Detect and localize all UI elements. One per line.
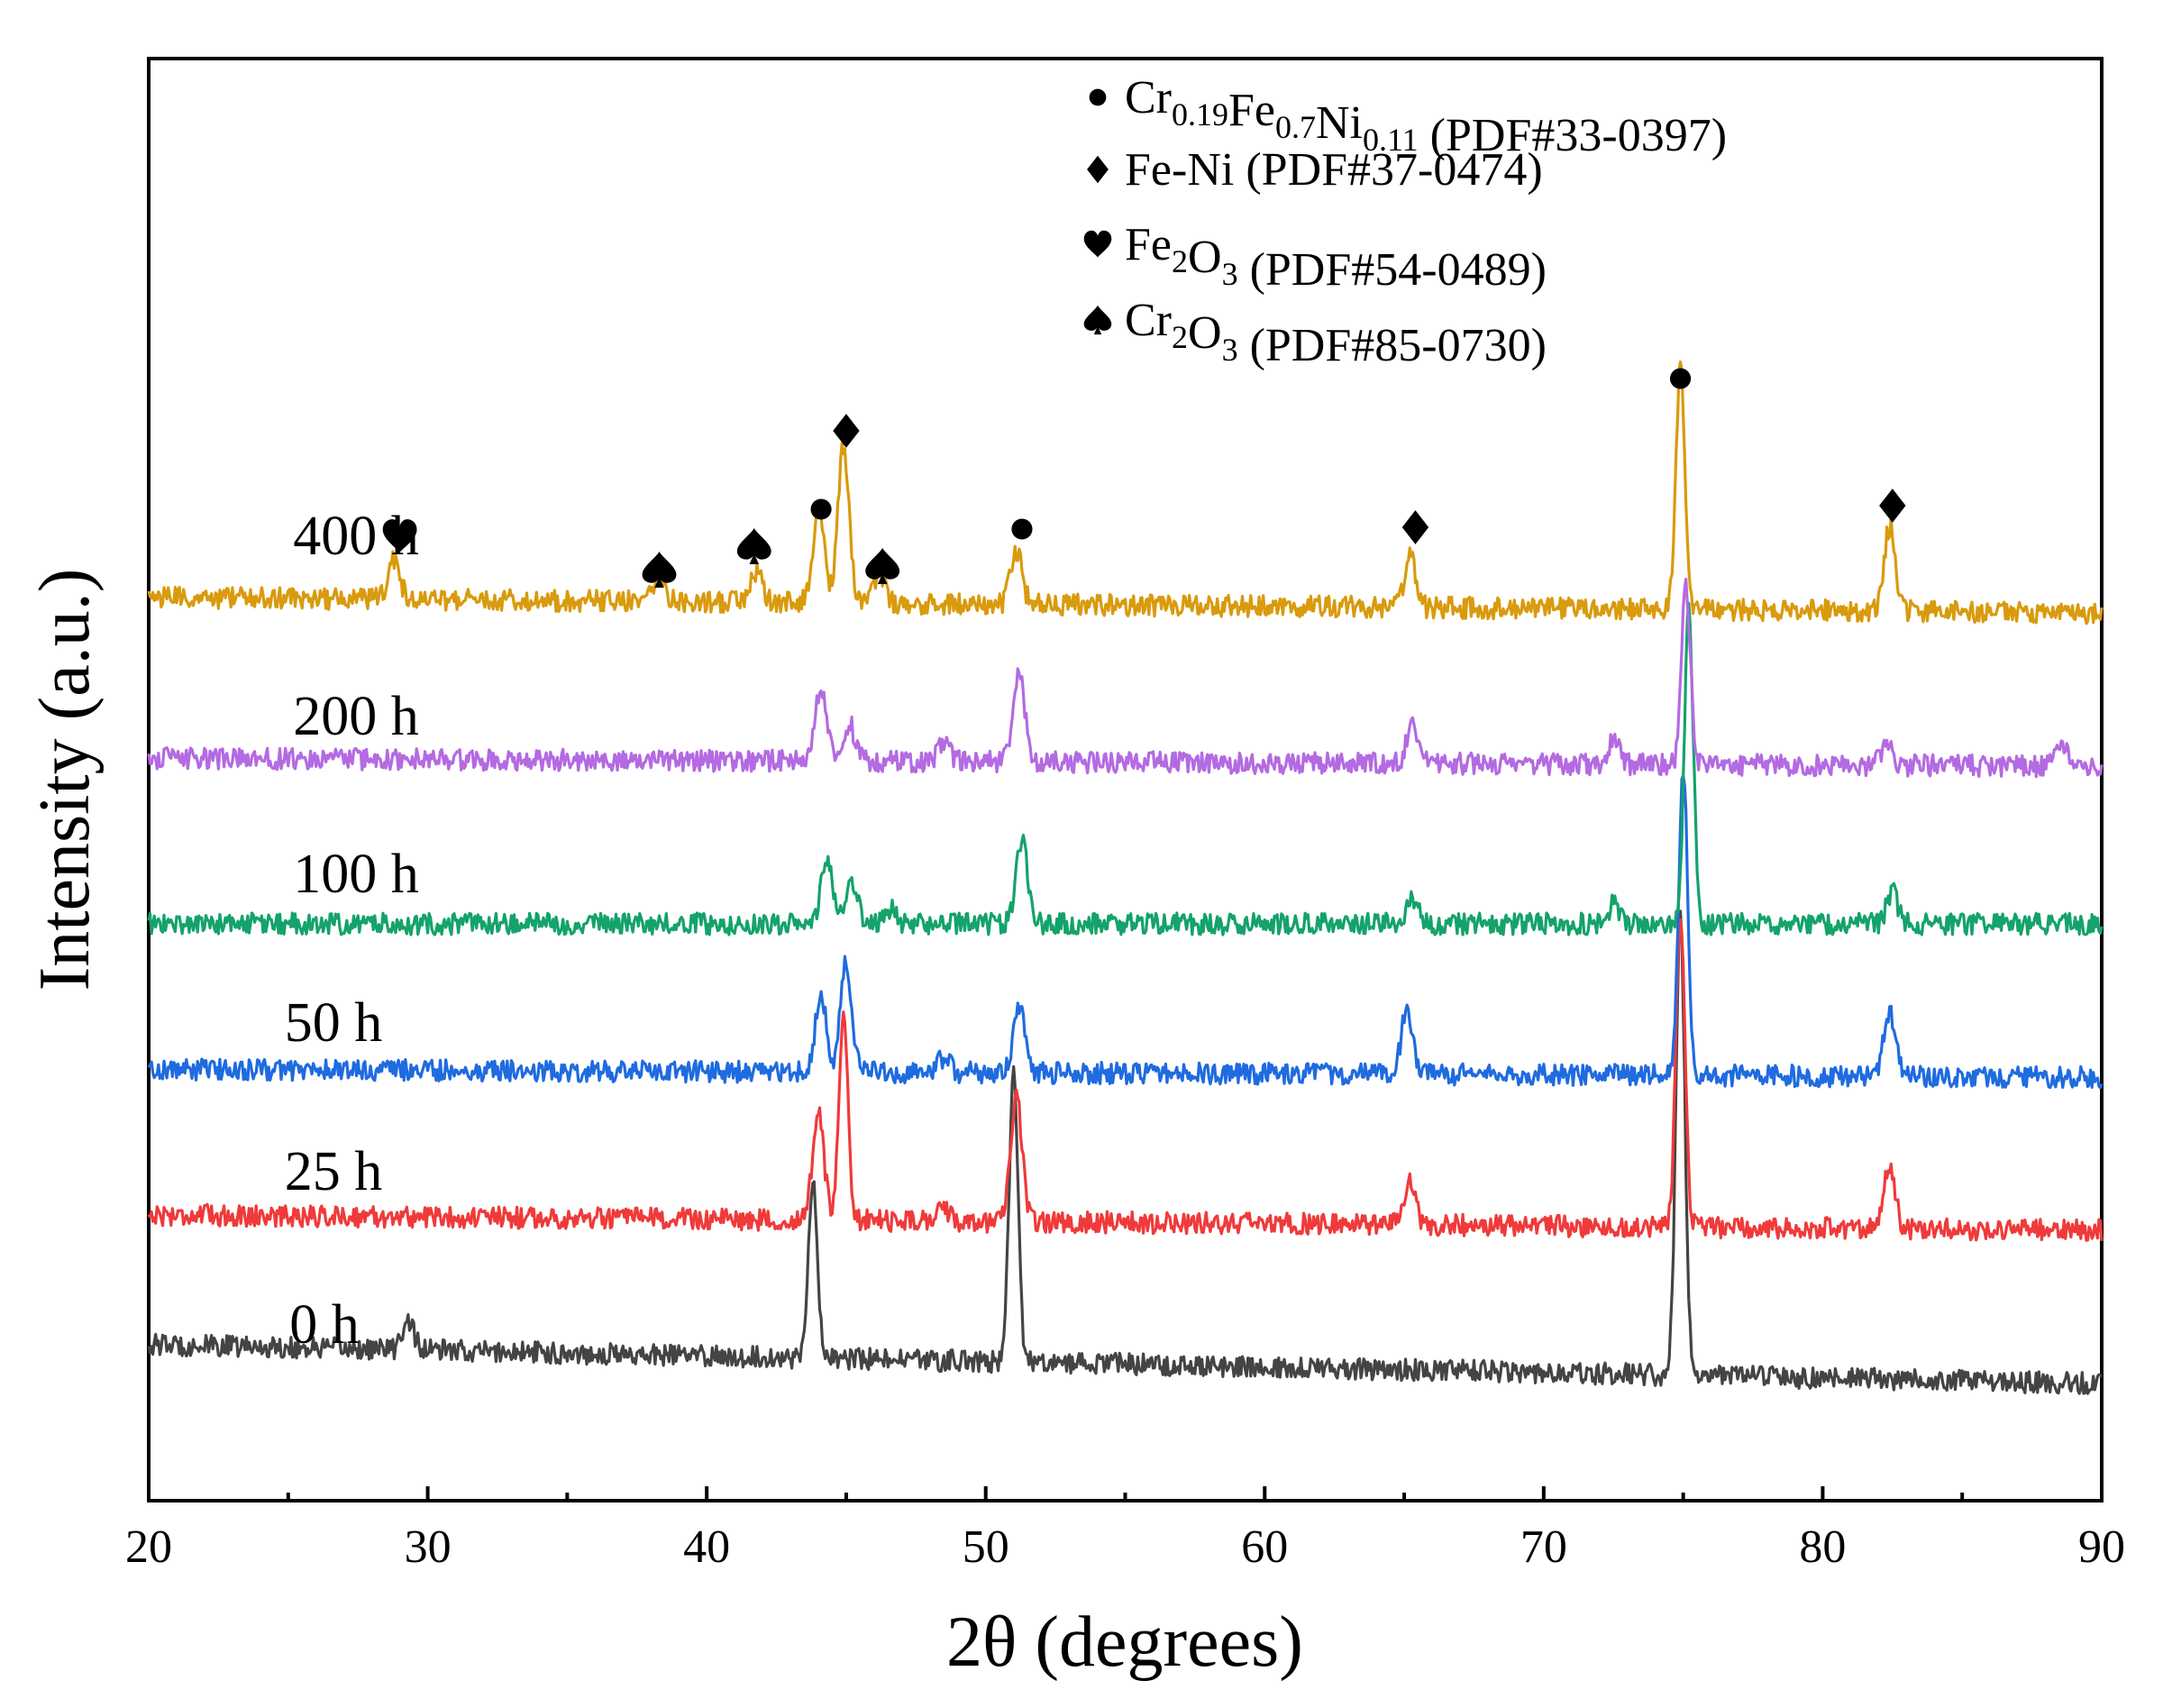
series-line-25h (147, 918, 2104, 1242)
circle-marker (810, 498, 832, 520)
spade-marker (865, 548, 900, 584)
x-tick-label: 30 (405, 1521, 452, 1573)
circle-marker (1089, 88, 1107, 106)
plot-frame (147, 57, 2104, 1502)
diamond-marker (1879, 489, 1906, 523)
circle-marker (1669, 368, 1692, 389)
heart-marker (382, 519, 417, 553)
spade-marker (736, 528, 771, 564)
series-label: 25 h (285, 1141, 383, 1202)
series-line-0h (147, 909, 2104, 1395)
x-tick-label: 70 (1520, 1521, 1567, 1573)
x-tick-label: 80 (1799, 1521, 1846, 1573)
x-tick-labels: 20 30 40 50 60 70 80 90 (125, 1521, 2125, 1573)
legend-entry: Fe-Ni (PDF#37-0474) (1125, 144, 1543, 196)
series-line-50h (147, 773, 2104, 1090)
x-tick-label: 90 (2078, 1521, 2125, 1573)
legend-entry: Fe2O3 (PDF#54-0489) (1125, 219, 1547, 296)
series-label: 100 h (293, 844, 419, 905)
x-axis-title: 2θ (degrees) (946, 1603, 1303, 1682)
series-line-100h (147, 601, 2104, 936)
legend-entry: Cr0.19Fe0.7Ni0.11 (PDF#33-0397) (1125, 72, 1727, 161)
spade-marker (1083, 305, 1112, 335)
y-axis-title: Intensity (a.u.) (25, 569, 105, 991)
heart-marker (1083, 230, 1112, 258)
series-label: 200 h (293, 686, 419, 747)
legend: Cr0.19Fe0.7Ni0.11 (PDF#33-0397)Fe-Ni (PD… (1083, 72, 1727, 371)
series-line-200h (147, 577, 2104, 779)
series-label: 50 h (285, 992, 383, 1054)
series-line-400h (147, 361, 2104, 626)
diamond-marker (1087, 155, 1109, 184)
x-tick-label: 60 (1241, 1521, 1288, 1573)
x-tick-label: 20 (125, 1521, 172, 1573)
phase-markers (382, 368, 1906, 588)
series-traces (147, 361, 2104, 1395)
x-axis-ticks (147, 1486, 2104, 1501)
series-label: 0 h (289, 1294, 360, 1356)
spade-marker (642, 552, 677, 588)
x-tick-label: 50 (963, 1521, 1009, 1573)
legend-entry: Cr2O3 (PDF#85-0730) (1125, 295, 1547, 371)
diamond-marker (833, 414, 860, 448)
diamond-marker (1401, 510, 1429, 544)
circle-marker (1011, 518, 1033, 540)
x-tick-label: 40 (683, 1521, 730, 1573)
